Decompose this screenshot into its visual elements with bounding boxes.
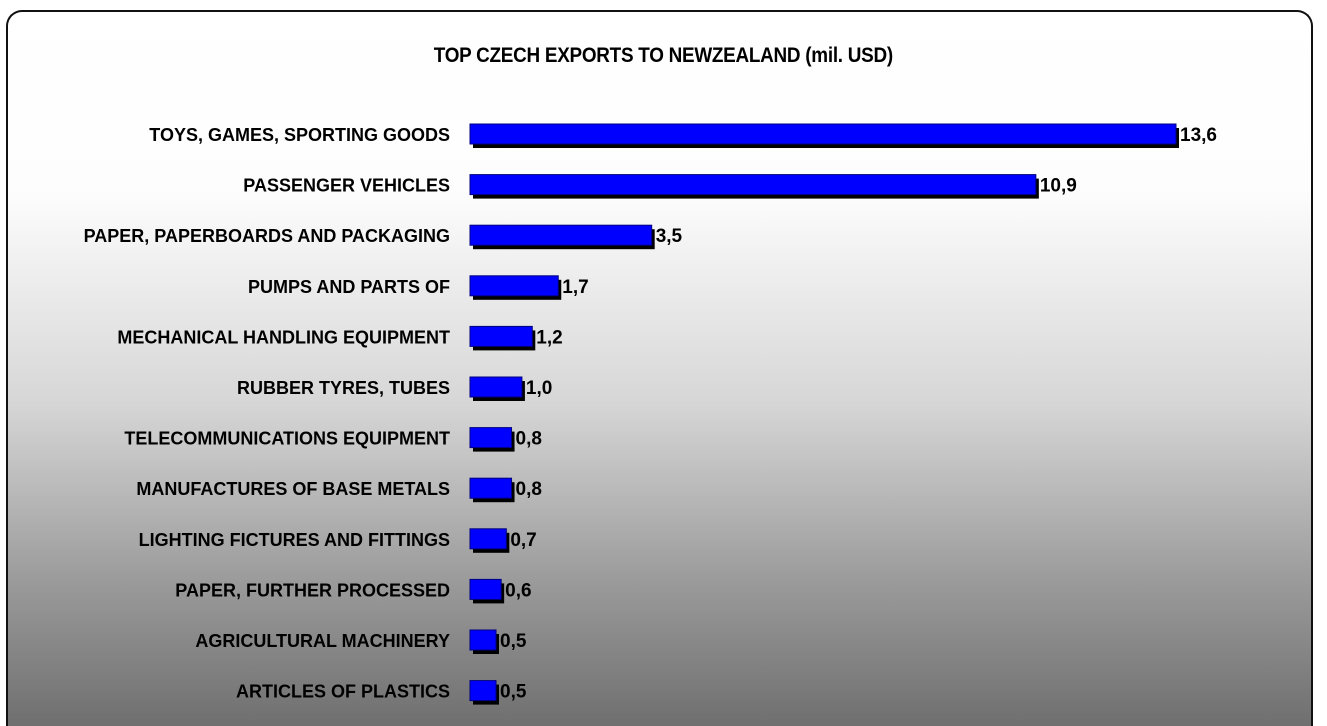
value-label: 0,5 <box>500 631 527 652</box>
value-label: 1,2 <box>536 327 562 348</box>
bar <box>469 224 653 246</box>
bar <box>469 174 1037 196</box>
category-label: ARTICLES OF PLASTICS <box>236 682 450 702</box>
category-label: PASSENGER VEHICLES <box>243 176 450 196</box>
value-label: 1,7 <box>562 277 588 298</box>
bar <box>469 629 497 651</box>
bar <box>469 578 502 600</box>
category-label: TELECOMMUNICATIONS EQUIPMENT <box>124 429 450 449</box>
category-label: LIGHTING FICTURES AND FITTINGS <box>139 530 450 550</box>
value-label: 0,8 <box>516 429 542 450</box>
category-label: MECHANICAL HANDLING EQUIPMENT <box>117 327 450 347</box>
value-label: 10,9 <box>1040 176 1077 197</box>
bar <box>469 427 513 449</box>
category-label: AGRICULTURAL MACHINERY <box>195 631 450 651</box>
value-label: 0,5 <box>500 682 527 703</box>
bar <box>469 477 513 499</box>
category-label: RUBBER TYRES, TUBES <box>237 378 450 398</box>
bar <box>469 275 559 297</box>
bar <box>469 528 507 550</box>
value-label: 1,0 <box>526 378 552 399</box>
value-label: 13,6 <box>1180 125 1217 146</box>
chart-title: TOP CZECH EXPORTS TO NEWZEALAND (mil. US… <box>433 44 893 67</box>
category-label: MANUFACTURES OF BASE METALS <box>136 479 450 499</box>
bar <box>469 123 1177 145</box>
category-label: PAPER, FURTHER PROCESSED <box>175 580 450 600</box>
bar <box>469 325 533 347</box>
value-label: 3,5 <box>656 226 683 247</box>
value-label: 0,7 <box>510 530 536 551</box>
value-label: 0,8 <box>516 479 542 500</box>
value-label: 0,6 <box>505 580 531 601</box>
category-label: PUMPS AND PARTS OF <box>248 277 450 297</box>
category-label: TOYS, GAMES, SPORTING GOODS <box>149 125 450 145</box>
category-label: PAPER, PAPERBOARDS AND PACKAGING <box>84 226 450 246</box>
bar <box>469 376 523 398</box>
bar <box>469 680 497 702</box>
